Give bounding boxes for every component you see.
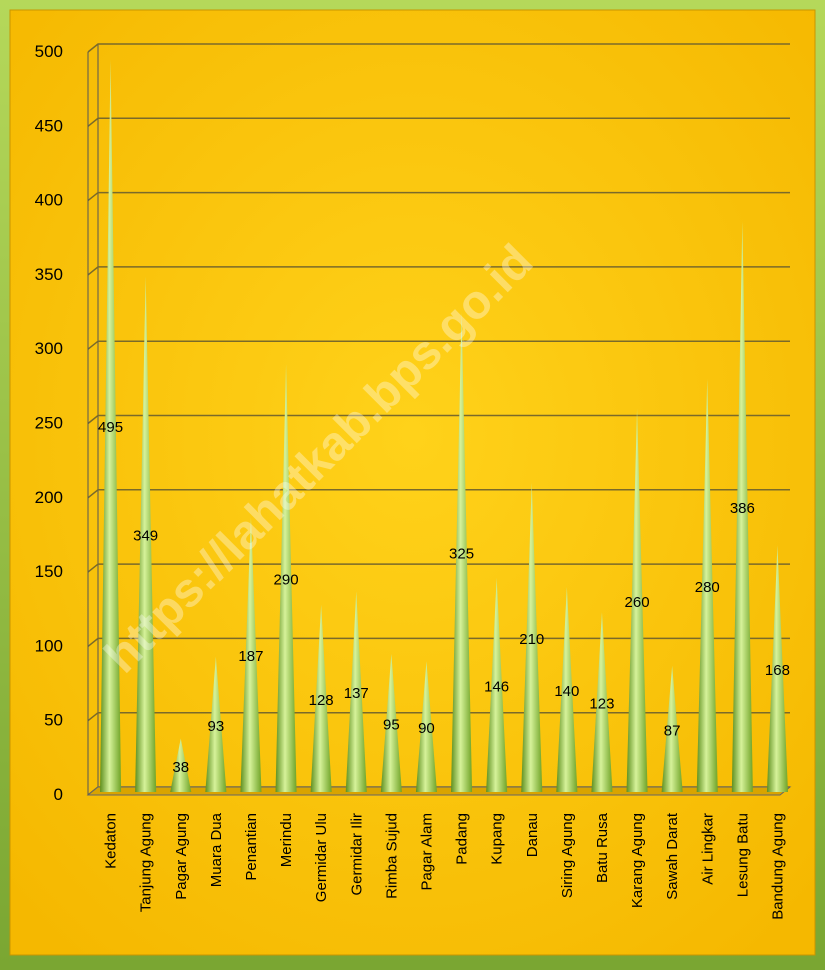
x-tick-label: Siring Agung — [559, 813, 576, 898]
x-tick-label: Rimba Sujud — [383, 813, 400, 899]
bar — [310, 604, 332, 792]
x-tick-label: Padang — [454, 813, 471, 865]
data-label: 495 — [98, 419, 123, 436]
grid-line — [87, 637, 790, 647]
bar — [240, 517, 262, 792]
bar — [486, 578, 508, 792]
data-label: 93 — [208, 718, 225, 735]
grid-line — [87, 489, 790, 499]
data-label: 137 — [344, 685, 369, 702]
data-label: 280 — [695, 579, 720, 596]
grid-line — [87, 711, 790, 722]
data-label: 187 — [238, 648, 263, 665]
data-label: 90 — [418, 720, 435, 737]
data-label: 128 — [309, 692, 334, 709]
x-tick-label: Lesung Batu — [734, 813, 751, 897]
x-tick-label: Danau — [524, 813, 541, 857]
bar — [415, 661, 437, 792]
bar — [661, 665, 683, 792]
y-tick-label: 350 — [35, 265, 63, 284]
grid-line — [87, 191, 790, 202]
x-tick-label: Merindu — [278, 813, 295, 867]
plot-background — [9, 9, 816, 956]
data-label: 386 — [730, 500, 755, 517]
x-tick-label: Air Lingkar — [699, 813, 716, 885]
x-tick-label: Batu Rusa — [594, 812, 611, 883]
data-label: 146 — [484, 679, 509, 696]
data-label: 168 — [765, 662, 790, 679]
x-tick-label: Muara Dua — [208, 812, 225, 887]
y-tick-label: 400 — [35, 191, 63, 210]
data-label: 123 — [589, 696, 614, 713]
y-tick-label: 100 — [35, 636, 63, 655]
x-tick-label: Germidar Ilir — [348, 813, 365, 896]
x-tick-label: Karang Agung — [629, 813, 646, 908]
data-label: 87 — [664, 722, 681, 739]
grid-line — [87, 117, 790, 127]
bar — [521, 482, 543, 792]
bar — [100, 59, 122, 793]
bar — [451, 312, 473, 792]
y-tick-label: 50 — [44, 711, 63, 730]
x-tick-label: Penantian — [243, 813, 260, 881]
bar — [626, 408, 648, 792]
data-label: 95 — [383, 716, 400, 733]
data-label: 290 — [274, 572, 299, 589]
grid-line — [87, 340, 790, 350]
x-tick-label: Tanjung Agung — [138, 813, 155, 912]
data-label: 38 — [172, 759, 189, 776]
x-tick-label: Pagar Alam — [418, 813, 435, 891]
x-tick-label: Pagar Agung — [173, 813, 190, 900]
bar — [591, 612, 613, 792]
bar — [275, 364, 297, 792]
x-tick-label: Sawah Darat — [664, 812, 681, 900]
y-tick-label: 300 — [35, 339, 63, 358]
y-tick-label: 0 — [54, 785, 63, 804]
data-label: 260 — [625, 594, 650, 611]
x-tick-label: Kedaton — [103, 813, 120, 869]
floor — [86, 786, 792, 796]
x-tick-label: Germidar Ulu — [313, 813, 330, 902]
bar — [556, 586, 578, 792]
grid-line — [87, 563, 790, 573]
bar — [731, 221, 753, 793]
bar — [696, 378, 718, 792]
data-label: 210 — [519, 631, 544, 648]
x-tick-label: Bandung Agung — [769, 813, 786, 920]
x-tick-label: Kupang — [489, 813, 506, 865]
data-label: 325 — [449, 546, 474, 563]
data-label: 349 — [133, 528, 158, 545]
y-tick-label: 500 — [35, 42, 63, 61]
y-tick-label: 150 — [35, 562, 63, 581]
grid-line — [87, 43, 790, 53]
data-label: 140 — [554, 683, 579, 700]
bar — [766, 545, 788, 792]
y-tick-label: 250 — [35, 414, 63, 433]
bar — [345, 591, 367, 792]
grid-line — [87, 414, 790, 425]
y-tick-label: 200 — [35, 488, 63, 507]
grid-line — [87, 266, 790, 276]
bar — [380, 653, 402, 792]
bar — [205, 656, 227, 792]
y-tick-label: 450 — [35, 116, 63, 135]
bar — [170, 738, 192, 792]
bar — [135, 276, 157, 792]
